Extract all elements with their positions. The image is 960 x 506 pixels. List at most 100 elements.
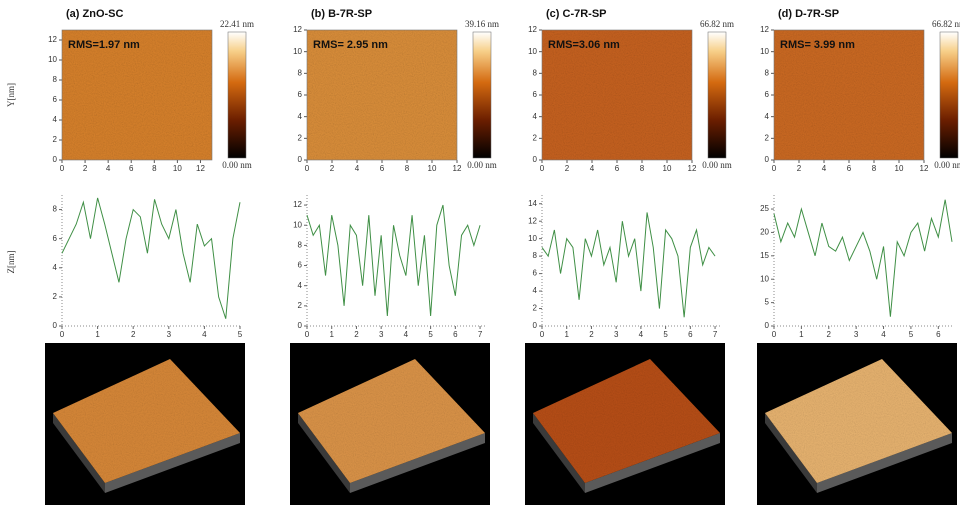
map-y-tick-label: 2: [53, 135, 58, 144]
profile-y-tick-label: 6: [53, 234, 58, 243]
colorbar: [472, 31, 492, 159]
height-profile: [541, 212, 716, 318]
colorbar: [707, 31, 727, 159]
map-y-tick-label: 6: [765, 90, 770, 99]
rms-label: RMS= 2.95 nm: [313, 39, 388, 51]
map-x-tick-label: 8: [872, 164, 877, 173]
profile-y-tick-label: 10: [293, 220, 302, 229]
profile-x-tick-label: 1: [329, 330, 334, 339]
profile-x-tick-label: 1: [95, 330, 100, 339]
map-y-tick-label: 10: [760, 47, 769, 56]
profile-x-tick-label: 0: [772, 330, 777, 339]
map-x-tick-label: 0: [305, 164, 310, 173]
map-x-tick-label: 0: [772, 164, 777, 173]
rms-label: RMS=1.97 nm: [68, 39, 140, 51]
map-x-tick-label: 6: [129, 164, 134, 173]
map-x-tick-label: 12: [453, 164, 462, 173]
profile-x-tick-label: 2: [131, 330, 136, 339]
view-3d-side: [298, 413, 350, 493]
afm-texture: [774, 30, 924, 160]
map-x-tick-label: 0: [60, 164, 65, 173]
map-frame: [541, 29, 693, 161]
map-y-tick-label: 6: [298, 90, 303, 99]
map-x-tick-label: 2: [330, 164, 335, 173]
profile-y-tick-label: 8: [298, 240, 303, 249]
profile-x-tick-label: 7: [713, 330, 718, 339]
profile-y-tick-label: 2: [53, 292, 58, 301]
profile-y-tick-label: 25: [760, 204, 769, 213]
profile-y-tick-label: 10: [528, 234, 537, 243]
profile-y-tick-label: 4: [533, 286, 538, 295]
map-y-tick-label: 12: [48, 35, 57, 44]
profile-x-tick-label: 6: [688, 330, 693, 339]
profile-y-tick-label: 15: [760, 251, 769, 260]
view-3d-side: [817, 433, 952, 493]
panel-label: (a) ZnO-SC: [66, 8, 123, 20]
profile-x-tick-label: 7: [478, 330, 483, 339]
map-y-tick-label: 10: [48, 55, 57, 64]
afm-texture: [542, 30, 692, 160]
profile-x-tick-label: 0: [540, 330, 545, 339]
colorbar-max: 22.41 nm: [220, 19, 254, 29]
colorbar-min: 0.00 nm: [222, 160, 252, 170]
map-x-tick-label: 6: [615, 164, 620, 173]
view-3d-side: [533, 413, 585, 493]
map-y-tick-label: 4: [298, 112, 303, 121]
height-profile: [306, 204, 481, 316]
map-x-tick-label: 2: [83, 164, 88, 173]
map-y-tick-label: 0: [53, 155, 58, 164]
map-y-tick-label: 12: [293, 25, 302, 34]
map-y-tick-label: 2: [298, 133, 303, 142]
map-x-tick-label: 10: [663, 164, 672, 173]
profile-y-tick-label: 20: [760, 228, 769, 237]
profile-y-tick-label: 14: [528, 199, 537, 208]
profile-x-tick-label: 2: [827, 330, 832, 339]
map-y-tick-label: 6: [53, 95, 58, 104]
map-x-tick-label: 10: [428, 164, 437, 173]
colorbar-max: 66.82 nm: [932, 19, 960, 29]
map-y-tick-label: 10: [528, 47, 537, 56]
colorbar: [939, 31, 959, 159]
profile-x-tick-label: 0: [305, 330, 310, 339]
map-x-tick-label: 8: [405, 164, 410, 173]
rms-label: RMS= 3.99 nm: [780, 39, 855, 51]
height-profile: [773, 199, 953, 317]
profile-x-tick-label: 5: [663, 330, 668, 339]
map-y-tick-label: 8: [765, 68, 770, 77]
profile-y-tick-label: 5: [765, 298, 770, 307]
profile-y-tick-label: 0: [533, 321, 538, 330]
profile-y-tick-label: 6: [533, 269, 538, 278]
panel-label: (c) C-7R-SP: [546, 8, 607, 20]
map-frame: [61, 29, 213, 161]
profile-x-tick-label: 4: [639, 330, 644, 339]
map-frame: [306, 29, 458, 161]
profile-y-tick-label: 0: [298, 321, 303, 330]
map-x-tick-label: 12: [196, 164, 205, 173]
map-y-tick-label: 2: [533, 133, 538, 142]
map-y-tick-label: 4: [53, 115, 58, 124]
map-x-tick-label: 8: [152, 164, 157, 173]
map-frame: [773, 29, 925, 161]
map-x-tick-label: 6: [847, 164, 852, 173]
panel-label: (d) D-7R-SP: [778, 8, 839, 20]
map-y-tick-label: 4: [765, 112, 770, 121]
colorbar-max: 66.82 nm: [700, 19, 734, 29]
profile-y-tick-label: 0: [765, 321, 770, 330]
profile-y-tick-label: 2: [533, 304, 538, 313]
map-y-tick-label: 2: [765, 133, 770, 142]
profile-x-tick-label: 2: [354, 330, 359, 339]
profile-x-tick-label: 2: [589, 330, 594, 339]
view-3d-side: [350, 433, 485, 493]
map-y-tick-label: 8: [298, 68, 303, 77]
map-x-tick-label: 2: [565, 164, 570, 173]
map-x-tick-label: 2: [797, 164, 802, 173]
profile-y-tick-label: 2: [298, 301, 303, 310]
map-x-tick-label: 12: [688, 164, 697, 173]
profile-x-tick-label: 4: [404, 330, 409, 339]
height-profile: [61, 197, 241, 319]
map-y-tick-label: 0: [765, 155, 770, 164]
map-x-tick-label: 4: [106, 164, 111, 173]
afm-texture: [307, 30, 457, 160]
panel-label: (b) B-7R-SP: [311, 8, 372, 20]
